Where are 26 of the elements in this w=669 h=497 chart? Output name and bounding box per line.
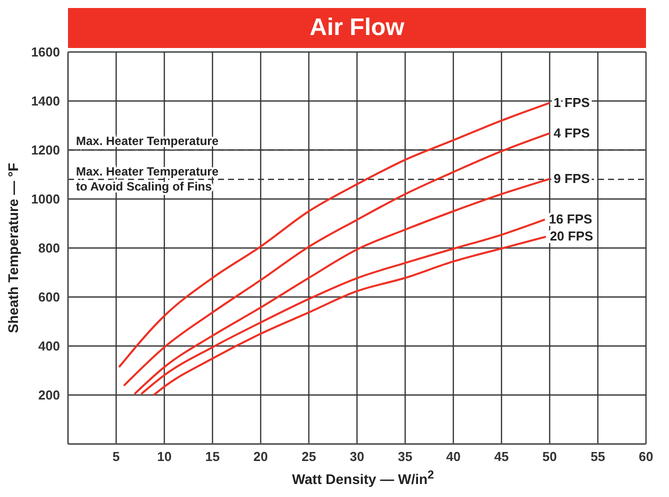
y-tick-label: 1400 (31, 94, 60, 109)
x-tick-label: 40 (446, 449, 461, 464)
y-tick-label: 600 (38, 290, 60, 305)
series-label: 4 FPS (554, 125, 590, 140)
series-label: 9 FPS (554, 170, 590, 186)
y-tick-label: 1200 (31, 142, 60, 158)
x-tick-label: 20 (253, 449, 268, 464)
x-tick-label: 5 (112, 449, 120, 464)
series-label: 20 FPS (550, 228, 594, 244)
y-tick-label: 1600 (31, 44, 60, 60)
chart-title: Air Flow (68, 8, 646, 48)
x-tick-label: 10 (157, 449, 172, 464)
y-tick-label: 200 (38, 388, 60, 403)
x-tick-label: 30 (350, 449, 364, 464)
x-tick-label: 25 (302, 449, 316, 464)
y-tick-label: 800 (38, 240, 60, 256)
y-axis-title: Sheath Temperature — °F (5, 162, 21, 334)
x-tick-label: 55 (590, 449, 606, 464)
x-axis-title: Watt Density — W/in$^{2}$ (292, 468, 434, 487)
x-tick-label: 60 (638, 449, 654, 464)
x-tick-label: 35 (398, 449, 412, 464)
y-tick-label: 400 (38, 338, 60, 354)
x-tick-label: 45 (494, 449, 509, 464)
x-tick-label: 15 (205, 449, 220, 464)
x-tick-label: 50 (542, 449, 557, 464)
y-tick-label: 1000 (31, 192, 60, 207)
